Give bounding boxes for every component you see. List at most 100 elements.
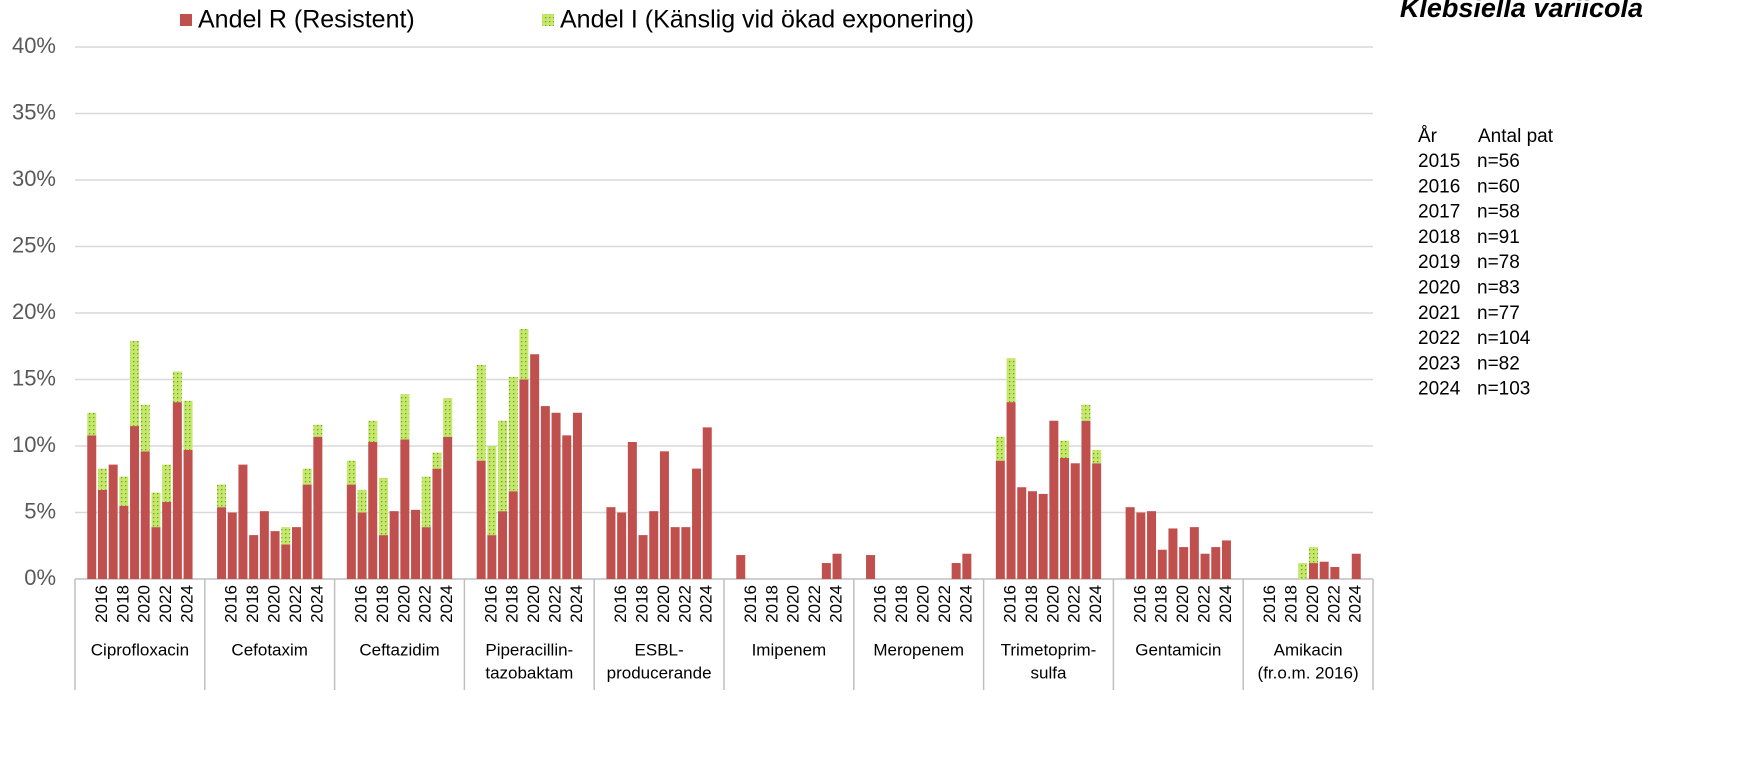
group-label: ESBL- — [635, 640, 684, 659]
bar-segment — [562, 435, 572, 579]
bar-segment — [1092, 449, 1102, 464]
table-cell: 2017 — [1418, 202, 1460, 223]
bar-segment — [421, 527, 431, 579]
bar-segment — [87, 435, 97, 579]
bar-segment — [346, 484, 356, 579]
bar-segment — [302, 484, 312, 579]
bar-segment — [368, 442, 378, 579]
bar-segment — [346, 460, 356, 485]
bar-segment — [162, 464, 172, 502]
bar-segment — [617, 512, 627, 579]
x-tick-label: 2020 — [654, 585, 673, 623]
bar-segment — [302, 468, 312, 485]
table-cell: 2021 — [1418, 303, 1460, 324]
bar-segment — [97, 468, 107, 490]
group-label: Ciprofloxacin — [91, 640, 189, 659]
table-cell: 2022 — [1418, 328, 1460, 349]
bar-segment — [487, 446, 497, 536]
group-label: Meropenem — [873, 640, 964, 659]
bar-segment — [291, 527, 301, 579]
bar-segment — [692, 468, 702, 579]
bar-segment — [249, 535, 259, 579]
x-tick-label: 2018 — [503, 585, 522, 623]
group-label: Piperacillin- — [485, 640, 573, 659]
bar-segment — [217, 484, 227, 508]
table-cell: 2015 — [1418, 151, 1460, 172]
bar-segment — [1308, 563, 1318, 579]
group-label: Gentamicin — [1135, 640, 1221, 659]
bar-segment — [962, 553, 972, 579]
bar-segment — [119, 476, 129, 506]
bar-segment — [368, 420, 378, 443]
bar-segment — [443, 436, 453, 579]
x-tick-label: 2022 — [1324, 585, 1343, 623]
bar-segment — [638, 535, 648, 579]
y-tick-label: 30% — [12, 166, 56, 191]
group-label: Ceftazidim — [359, 640, 439, 659]
bar-segment — [995, 460, 1005, 579]
y-tick-label: 40% — [12, 33, 56, 58]
bar-segment — [172, 402, 182, 579]
bar-segment — [400, 394, 410, 440]
chart-title: Klebsiella variicola — [1400, 0, 1643, 23]
x-tick-label: 2018 — [633, 585, 652, 623]
bar-segment — [1049, 420, 1059, 579]
bar-segment — [1006, 402, 1016, 579]
bar-segment — [1351, 553, 1361, 579]
bar-segment — [87, 412, 97, 436]
group-label: Imipenem — [752, 640, 827, 659]
bar-segment — [498, 420, 508, 512]
bar-segment — [238, 464, 248, 579]
group-label: Cefotaxim — [231, 640, 308, 659]
bar-segment — [183, 400, 193, 450]
bar-segment — [313, 436, 323, 579]
bar-segment — [281, 527, 291, 545]
bar-segment — [119, 505, 129, 579]
bar-segment — [357, 512, 367, 579]
x-tick-label: 2022 — [416, 585, 435, 623]
bar-segment — [1038, 493, 1048, 579]
table-header: Antal pat — [1478, 126, 1554, 147]
x-tick-label: 2020 — [265, 585, 284, 623]
x-tick-label: 2016 — [1001, 585, 1020, 623]
x-tick-label: 2022 — [546, 585, 565, 623]
bar-segment — [649, 511, 659, 579]
legend-swatch — [542, 14, 554, 26]
x-tick-label: 2020 — [394, 585, 413, 623]
table-cell: 2020 — [1418, 278, 1460, 299]
bar-segment — [1125, 507, 1135, 579]
bar-segment — [551, 412, 561, 579]
bar-segment — [627, 442, 637, 579]
table-cell: n=60 — [1477, 176, 1520, 197]
table-cell: 2023 — [1418, 353, 1460, 374]
legend-label: Andel R (Resistent) — [198, 6, 415, 34]
bar-segment — [519, 379, 529, 579]
bar-segment — [821, 563, 831, 579]
bar-segment — [130, 426, 140, 579]
x-tick-label: 2022 — [156, 585, 175, 623]
x-tick-label: 2024 — [178, 585, 197, 623]
y-tick-label: 25% — [12, 232, 56, 257]
x-tick-label: 2020 — [1303, 585, 1322, 623]
table-cell: n=83 — [1477, 278, 1520, 299]
bar-segment — [411, 509, 421, 579]
bar-segment — [670, 527, 680, 579]
x-tick-label: 2016 — [1260, 585, 1279, 623]
x-tick-label: 2018 — [113, 585, 132, 623]
x-tick-label: 2024 — [307, 585, 326, 623]
x-tick-label: 2024 — [567, 585, 586, 623]
x-tick-label: 2024 — [697, 585, 716, 623]
x-tick-label: 2024 — [827, 585, 846, 623]
bar-segment — [508, 491, 518, 579]
x-tick-label: 2020 — [135, 585, 154, 623]
bar-segment — [1081, 404, 1091, 421]
bar-segment — [736, 555, 746, 579]
group-label: producerande — [607, 663, 712, 682]
x-tick-label: 2024 — [956, 585, 975, 623]
bar-segment — [162, 501, 172, 579]
bar-segment — [432, 452, 442, 469]
table-cell: 2019 — [1418, 252, 1460, 273]
x-tick-label: 2022 — [286, 585, 305, 623]
bar-segment — [702, 427, 712, 579]
